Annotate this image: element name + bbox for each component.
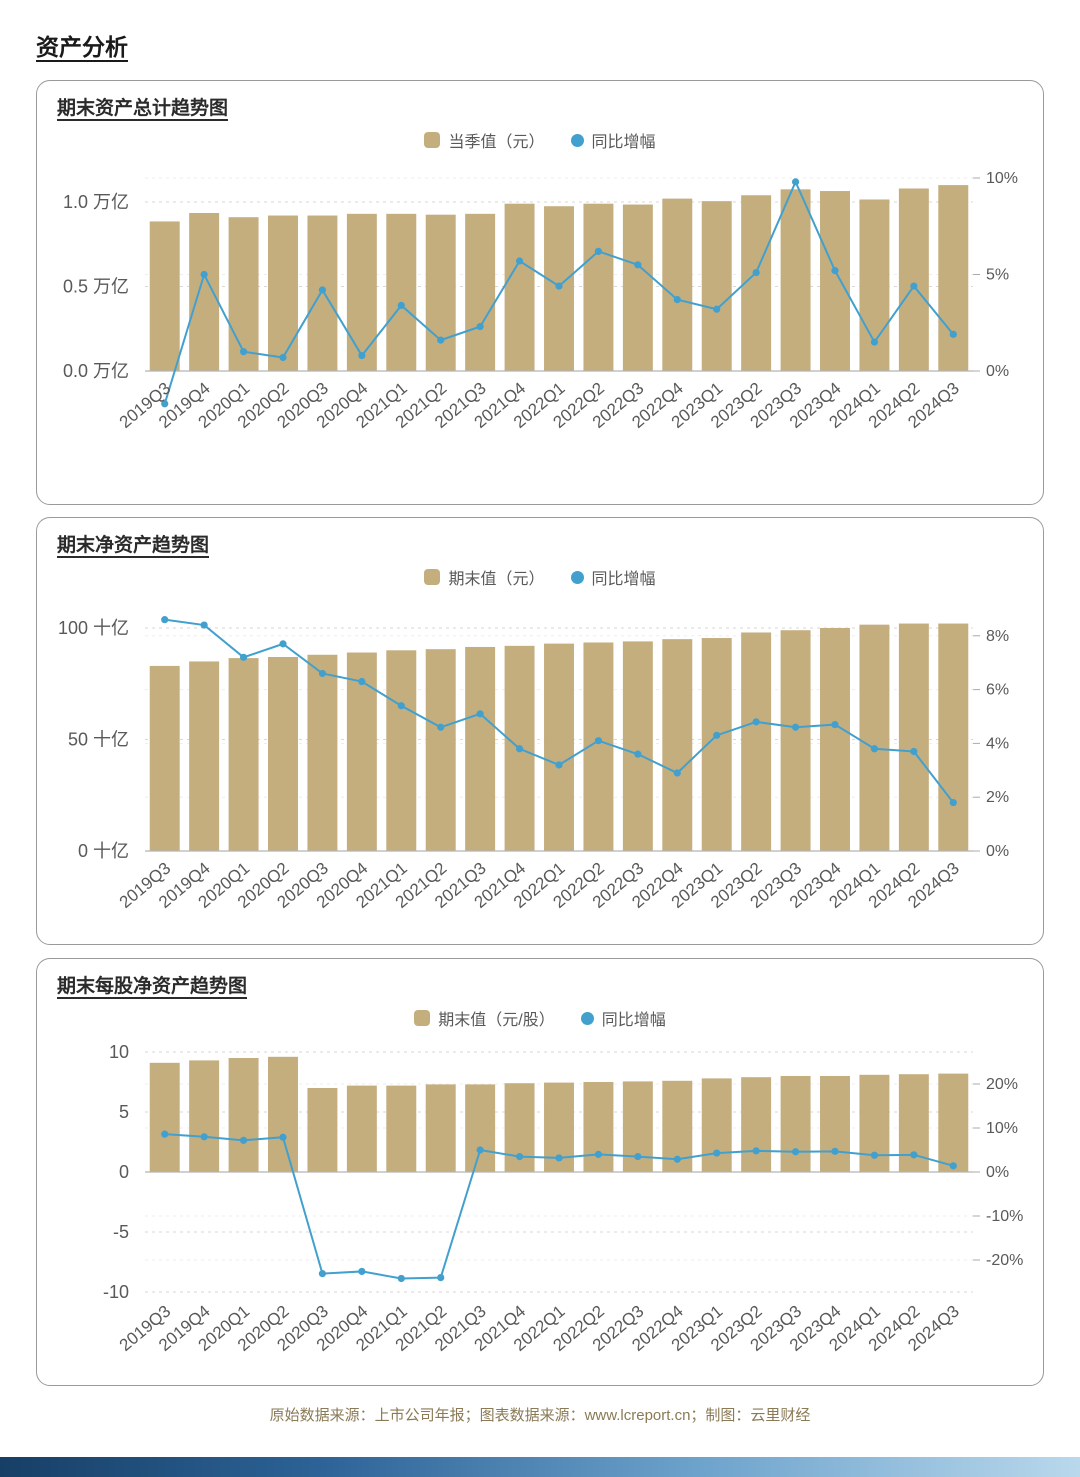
total-assets-chart: 0.0 万亿0.5 万亿1.0 万亿0%5%10%2019Q32019Q4202…: [63, 170, 1018, 432]
net-assets-per-share-chart: -10-50510-20%-10%0%10%20%2019Q32019Q4202…: [103, 1042, 1023, 1355]
svg-text:0%: 0%: [986, 843, 1009, 860]
svg-text:0.0 万亿: 0.0 万亿: [63, 361, 129, 381]
chart-title-net-assets: 期末净资产趋势图: [57, 535, 210, 556]
svg-text:0.5 万亿: 0.5 万亿: [63, 277, 129, 297]
bar-swatch-icon: [414, 1010, 431, 1026]
footer-attribution: 原始数据来源：上市公司年报；图表数据来源：www.lcreport.cn；制图：…: [269, 1407, 811, 1424]
chart-panel-net-assets: 期末净资产趋势图 期末值（元） 同比增幅 0 十亿 50 十亿 100 十亿 0% 2%…: [36, 517, 1044, 945]
svg-text:0%: 0%: [986, 1164, 1009, 1181]
legend-item-bar: 当季值（元）: [424, 128, 545, 152]
svg-text:-10%: -10%: [986, 1208, 1023, 1225]
svg-text:50 十亿: 50 十亿: [68, 730, 129, 750]
svg-text:10%: 10%: [986, 170, 1018, 187]
legend: 当季值（元） 同比增幅: [37, 128, 1043, 152]
bar-swatch-icon: [424, 569, 441, 585]
svg-text:100 十亿: 100 十亿: [58, 618, 129, 638]
line-swatch-icon: [570, 133, 584, 147]
legend-label-bar: 期末值（元/股）: [438, 1012, 555, 1029]
legend-item-line: 同比增幅: [570, 565, 656, 589]
chart-title-total-assets: 期末资产总计趋势图: [57, 98, 229, 119]
chart-title-net-assets-per-share: 期末每股净资产趋势图: [57, 976, 248, 997]
legend-item-line: 同比增幅: [580, 1006, 666, 1030]
svg-text:10%: 10%: [986, 1120, 1018, 1137]
svg-text:10: 10: [109, 1042, 129, 1062]
svg-text:0: 0: [119, 1162, 129, 1182]
svg-text:1.0 万亿: 1.0 万亿: [63, 192, 129, 212]
legend-label-line: 同比增幅: [601, 1012, 666, 1029]
svg-text:-10: -10: [103, 1282, 129, 1302]
svg-text:6%: 6%: [986, 682, 1009, 699]
legend-item-bar: 期末值（元/股）: [414, 1006, 555, 1030]
chart-panel-net-assets-per-share: 期末每股净资产趋势图 期末值（元/股） 同比增幅 -10 -5 0 5 10 -20% -1…: [36, 958, 1044, 1386]
legend-label-bar: 当季值（元）: [448, 134, 545, 151]
line-swatch-icon: [580, 1011, 594, 1025]
svg-text:0%: 0%: [986, 363, 1009, 380]
svg-text:5%: 5%: [986, 267, 1009, 284]
legend-item-bar: 期末值（元）: [424, 565, 545, 589]
svg-text:2%: 2%: [986, 789, 1009, 806]
legend-label-line: 同比增幅: [591, 571, 656, 588]
line-swatch-icon: [570, 570, 584, 584]
bottom-gradient-bar: [0, 1457, 1080, 1477]
legend-label-bar: 期末值（元）: [448, 571, 545, 588]
page-title: 资产分析: [36, 34, 128, 60]
legend: 期末值（元） 同比增幅: [37, 565, 1043, 589]
legend-label-line: 同比增幅: [591, 134, 656, 151]
svg-text:8%: 8%: [986, 628, 1009, 645]
svg-text:4%: 4%: [986, 735, 1009, 752]
legend: 期末值（元/股） 同比增幅: [37, 1006, 1043, 1030]
chart-panel-total-assets: 期末资产总计趋势图 当季值（元） 同比增幅 0.0 万亿 0.5 万亿 1.0 万亿…: [36, 80, 1044, 505]
svg-text:0 十亿: 0 十亿: [78, 841, 129, 861]
svg-text:-5: -5: [113, 1222, 129, 1242]
svg-text:-20%: -20%: [986, 1252, 1023, 1269]
svg-text:20%: 20%: [986, 1076, 1018, 1093]
legend-item-line: 同比增幅: [570, 128, 656, 152]
bar-swatch-icon: [424, 132, 441, 148]
svg-text:5: 5: [119, 1102, 129, 1122]
